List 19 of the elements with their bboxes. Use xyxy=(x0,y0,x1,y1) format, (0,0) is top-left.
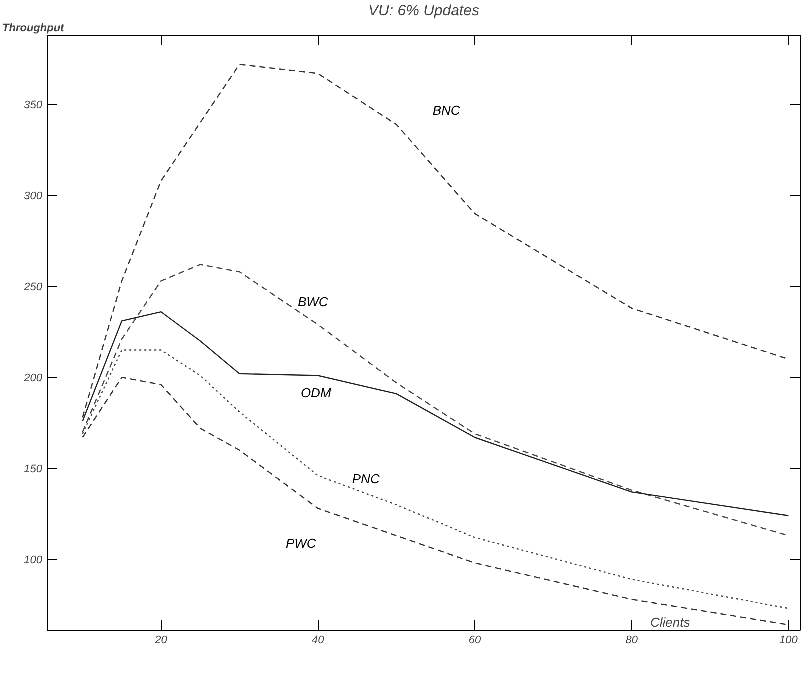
text: BNC xyxy=(432,103,461,118)
series-label: BWC xyxy=(298,294,329,310)
y-axis-title: Throughput xyxy=(2,22,66,34)
y-tick-label: 300 xyxy=(24,190,44,203)
series-label: ODM xyxy=(300,385,332,400)
y-tick-label: 200 xyxy=(23,372,44,385)
x-tick-label: 80 xyxy=(626,634,639,646)
y-tick-label: 250 xyxy=(23,282,44,294)
y-tick-label: 100 xyxy=(24,554,44,567)
x-tick-label: 60 xyxy=(468,634,482,646)
text: PWC xyxy=(286,536,317,552)
chart-title: VU: 6% Updates xyxy=(368,2,480,20)
x-tick-label: 40 xyxy=(312,634,326,646)
x-tick-label: 20 xyxy=(154,634,168,646)
y-tick-label: 350 xyxy=(24,100,44,112)
y-tick-label: 150 xyxy=(24,464,44,476)
x-tick-label: 100 xyxy=(780,634,799,646)
x-axis-title: Clients xyxy=(650,615,691,630)
series-label: PNC xyxy=(352,471,380,486)
